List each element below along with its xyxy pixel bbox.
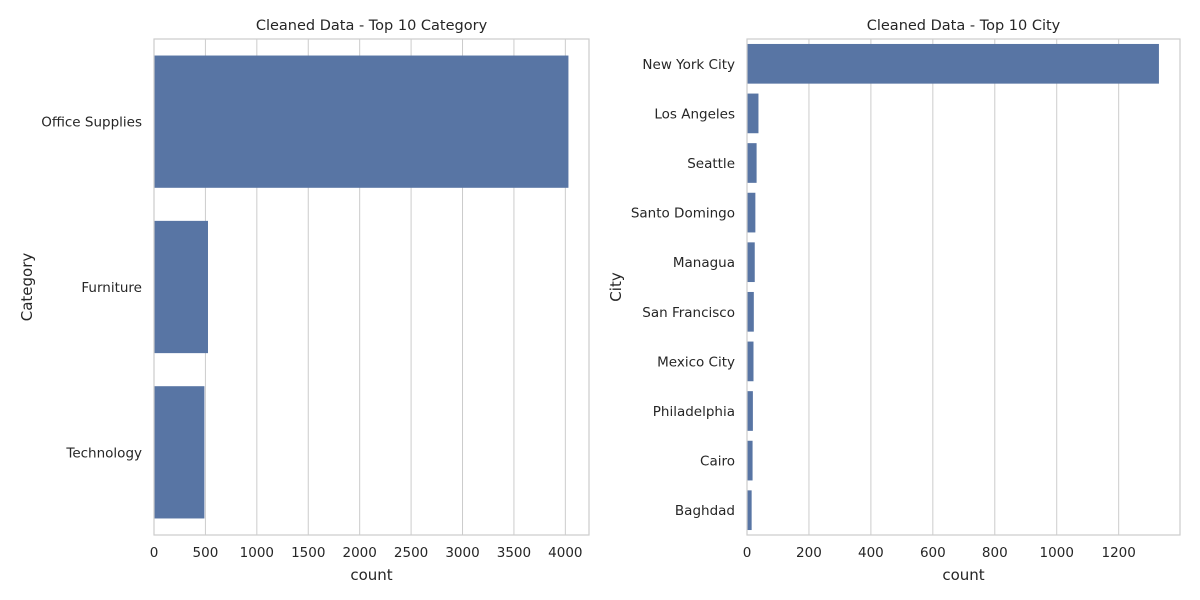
chart-title: Cleaned Data - Top 10 Category bbox=[256, 18, 488, 34]
x-axis-label: count bbox=[942, 566, 984, 584]
plot-frame bbox=[746, 38, 1181, 536]
y-tick-label: Cairo bbox=[700, 454, 735, 470]
bar-mexico-city bbox=[747, 341, 754, 382]
bar-baghdad bbox=[747, 490, 752, 531]
x-tick-label: 1200 bbox=[1101, 545, 1135, 561]
x-tick-label: 0 bbox=[150, 545, 159, 561]
y-tick-label: Office Supplies bbox=[41, 115, 142, 131]
bar-managua bbox=[747, 242, 755, 283]
x-tick-label: 1000 bbox=[240, 545, 274, 561]
bar-cairo bbox=[747, 440, 753, 481]
y-tick-label: San Francisco bbox=[642, 305, 735, 321]
y-tick-label: Santo Domingo bbox=[631, 206, 735, 222]
x-tick-label: 2000 bbox=[342, 545, 376, 561]
bar-new-york-city bbox=[747, 43, 1159, 84]
x-tick-label: 0 bbox=[743, 545, 752, 561]
y-tick-label: Furniture bbox=[81, 280, 142, 296]
bar-furniture bbox=[154, 220, 208, 354]
y-tick-label: Baghdad bbox=[675, 503, 735, 519]
bar-san-francisco bbox=[747, 291, 754, 332]
x-axis-label: count bbox=[350, 566, 392, 584]
y-tick-label: Technology bbox=[65, 445, 142, 461]
chart-title: Cleaned Data - Top 10 City bbox=[867, 18, 1061, 34]
y-axis-label: Category bbox=[18, 253, 36, 322]
bar-seattle bbox=[747, 143, 757, 183]
x-tick-label: 400 bbox=[858, 545, 884, 561]
bar-santo-domingo bbox=[747, 192, 756, 233]
y-tick-label: Managua bbox=[673, 255, 735, 271]
y-tick-label: Mexico City bbox=[657, 354, 735, 370]
chart-top-city: New York City Los Angeles Seattle Santo Dom… bbox=[607, 18, 1181, 584]
y-tick-label: New York City bbox=[642, 57, 735, 73]
x-tick-label: 600 bbox=[920, 545, 946, 561]
x-tick-label: 500 bbox=[193, 545, 219, 561]
x-tick-label: 200 bbox=[796, 545, 822, 561]
bar-technology bbox=[154, 386, 205, 519]
x-tick-label: 800 bbox=[982, 545, 1008, 561]
bar-los-angeles bbox=[747, 93, 759, 134]
x-tick-label: 1000 bbox=[1040, 545, 1074, 561]
x-tick-label: 1500 bbox=[291, 545, 325, 561]
x-tick-label: 3500 bbox=[497, 545, 531, 561]
plot-frame bbox=[153, 38, 590, 536]
y-tick-label: Seattle bbox=[687, 156, 735, 172]
chart-top-category: Office Supplies Furniture Technology 0 500 10… bbox=[18, 18, 590, 584]
y-tick-label: Philadelphia bbox=[653, 404, 735, 420]
x-tick-label: 4000 bbox=[548, 545, 582, 561]
y-axis-label: City bbox=[607, 272, 625, 302]
bar-office-supplies bbox=[154, 55, 569, 188]
y-tick-label: Los Angeles bbox=[654, 106, 735, 122]
x-tick-label: 2500 bbox=[394, 545, 428, 561]
bar-philadelphia bbox=[747, 391, 753, 431]
x-tick-label: 3000 bbox=[445, 545, 479, 561]
